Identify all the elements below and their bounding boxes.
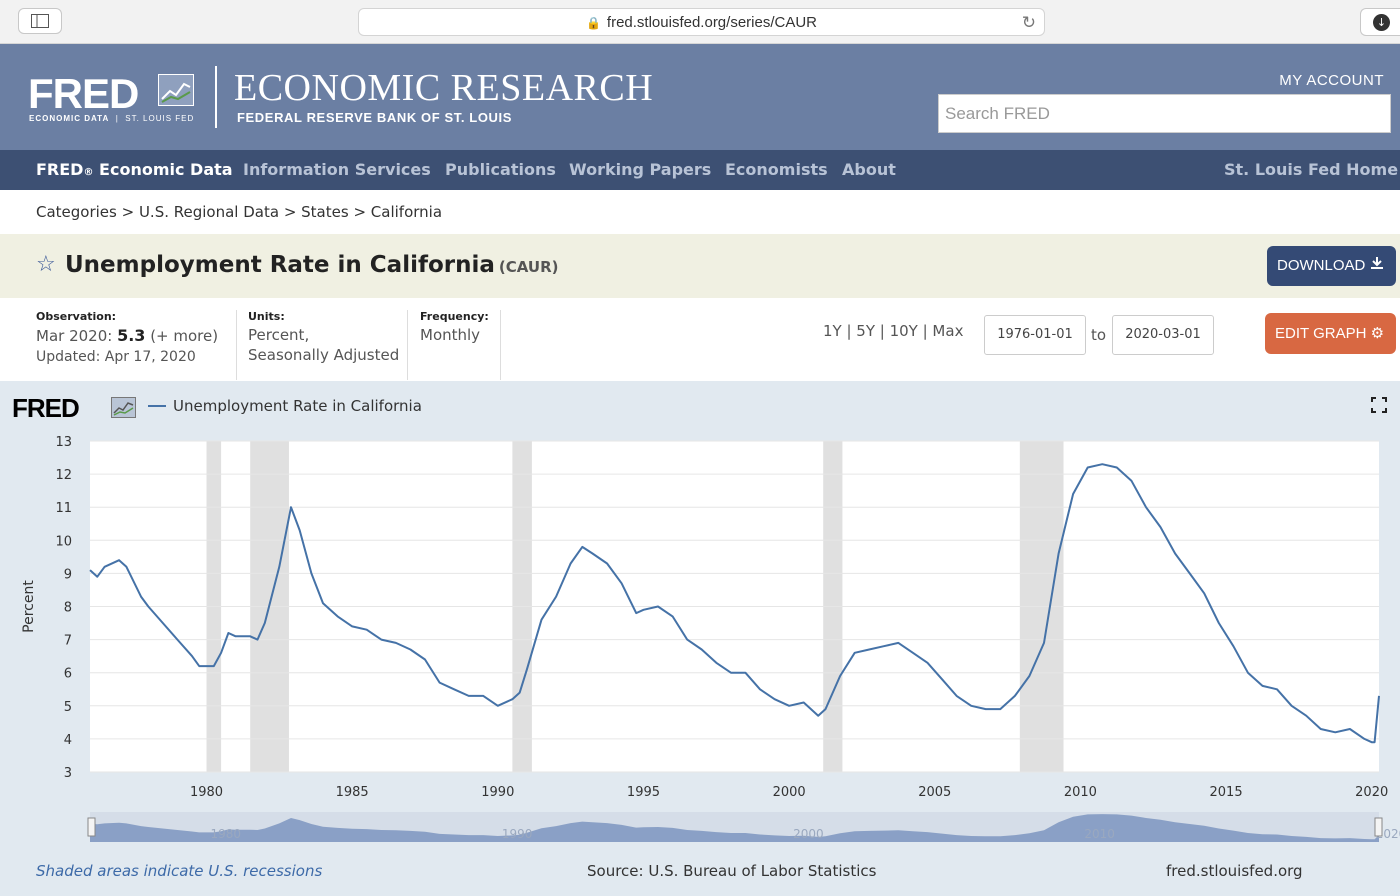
x-tick-label: 2015 [1210, 785, 1243, 800]
chart-fred-logo: FRED [12, 393, 80, 423]
x-tick-label: 1980 [190, 785, 223, 800]
fullscreen-icon[interactable] [1371, 397, 1387, 413]
fred-logo[interactable]: FRED [28, 70, 139, 117]
favorite-star-icon[interactable]: ☆ [36, 252, 56, 277]
y-tick-label: 10 [55, 534, 72, 549]
economic-research-title[interactable]: ECONOMIC RESEARCH [234, 67, 654, 109]
navigator-handle[interactable] [1374, 817, 1383, 837]
lock-icon: 🔒 [585, 16, 601, 30]
more-observations-link[interactable]: (+ more) [150, 327, 219, 345]
main-nav: FRED® Economic Data Information Services… [0, 150, 1400, 190]
legend-label: Unemployment Rate in California [173, 397, 422, 415]
series-title: Unemployment Rate in California (CAUR) [65, 252, 559, 278]
search-input[interactable]: Search FRED [938, 94, 1391, 133]
chart-logo-icon [111, 397, 136, 418]
navigator-label: 1980 [211, 827, 242, 841]
download-icon [1370, 257, 1383, 269]
y-tick-label: 3 [64, 766, 72, 781]
breadcrumb[interactable]: Categories > U.S. Regional Data > States… [36, 203, 443, 221]
y-tick-label: 7 [64, 634, 72, 649]
nav-about[interactable]: About [842, 160, 896, 179]
navigator-area [90, 814, 1379, 842]
gear-icon: ⚙ [1370, 325, 1385, 342]
url-text: fred.stlouisfed.org/series/CAUR [606, 14, 818, 31]
y-tick-label: 4 [64, 733, 72, 748]
y-tick-label: 9 [64, 567, 72, 582]
nav-publications[interactable]: Publications [445, 160, 556, 179]
navigator-label: 2010 [1084, 827, 1115, 841]
x-tick-label: 2005 [918, 785, 951, 800]
nav-fred-economic-data[interactable]: FRED® Economic Data [36, 160, 233, 179]
x-tick-label: 2000 [773, 785, 806, 800]
download-button[interactable]: DOWNLOAD [1267, 246, 1396, 286]
bank-subtitle: FEDERAL RESERVE BANK OF ST. LOUIS [237, 110, 513, 125]
series-id: (CAUR) [498, 258, 559, 276]
to-label: to [1091, 326, 1107, 344]
nav-economists[interactable]: Economists [725, 160, 828, 179]
sidebar-toggle-button[interactable] [18, 8, 62, 34]
source-note: Source: U.S. Bureau of Labor Statistics [587, 862, 877, 880]
navigator-handle[interactable] [87, 817, 96, 837]
units-info: Units: Percent, Seasonally Adjusted [248, 310, 400, 364]
navigator-label: 1990 [502, 827, 533, 841]
chart: 3 4 5 6 7 8 9 10 11 12 13 1980 1985 1990 1995 2000 2005 2… [21, 435, 1400, 842]
header-divider [215, 66, 217, 128]
nav-working-papers[interactable]: Working Papers [569, 160, 712, 179]
end-date-input[interactable]: 2020-03-01 [1112, 315, 1214, 355]
sidebar-icon [31, 14, 49, 28]
x-tick-label: 2020 [1355, 785, 1388, 800]
y-tick-label: 12 [55, 468, 72, 483]
site-header: FRED ECONOMIC DATA | ST. LOUIS FED ECONO… [0, 44, 1400, 150]
reload-icon[interactable]: ↻ [1021, 13, 1036, 32]
x-tick-label: 1995 [627, 785, 660, 800]
meta-divider [236, 310, 237, 380]
edit-graph-button[interactable]: EDIT GRAPH ⚙ [1265, 313, 1396, 354]
frequency-info: Frequency: Monthly [420, 310, 489, 344]
navigator-label: 2000 [793, 827, 824, 841]
meta-divider [500, 310, 501, 380]
download-arrow-icon: ↓ [1373, 14, 1390, 31]
logo-subtitle: ECONOMIC DATA | ST. LOUIS FED [29, 114, 195, 123]
x-tick-label: 1990 [481, 785, 514, 800]
fred-url: fred.stlouisfed.org [1166, 862, 1303, 880]
y-axis-label: Percent [21, 580, 37, 633]
y-tick-label: 13 [55, 435, 72, 450]
recession-note[interactable]: Shaded areas indicate U.S. recessions [36, 862, 323, 880]
fred-chart-logo-icon [158, 74, 194, 106]
my-account-link[interactable]: MY ACCOUNT [1279, 72, 1384, 89]
meta-divider [407, 310, 408, 380]
y-tick-label: 6 [64, 667, 72, 682]
y-tick-label: 8 [64, 601, 72, 616]
nav-stlouisfed-home[interactable]: St. Louis Fed Home [1224, 160, 1399, 179]
y-tick-label: 11 [55, 501, 72, 516]
browser-toolbar: 🔒 fred.stlouisfed.org/series/CAUR ↻ ↓ [0, 0, 1400, 44]
observation-info: Observation: Mar 2020: 5.3 (+ more) Upda… [36, 310, 219, 365]
legend-swatch [148, 405, 166, 407]
nav-information-services[interactable]: Information Services [243, 160, 431, 179]
date-range-links[interactable]: 1Y | 5Y | 10Y | Max [823, 322, 964, 340]
series-title-bar: ☆ Unemployment Rate in California (CAUR) … [0, 234, 1400, 298]
start-date-input[interactable]: 1976-01-01 [984, 315, 1086, 355]
x-tick-label: 1985 [336, 785, 369, 800]
x-tick-label: 2010 [1064, 785, 1097, 800]
y-tick-label: 5 [64, 700, 72, 715]
series-line [89, 463, 1380, 744]
downloads-button[interactable]: ↓ [1360, 8, 1400, 36]
address-bar[interactable]: 🔒 fred.stlouisfed.org/series/CAUR ↻ [358, 8, 1045, 36]
